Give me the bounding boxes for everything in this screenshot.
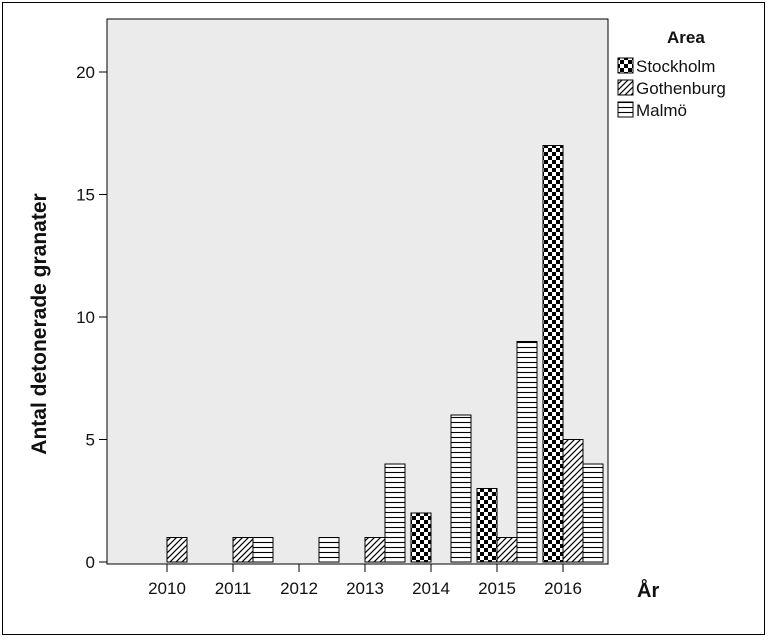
legend-swatch-stockholm (617, 57, 634, 74)
bar-stockholm-2016 (542, 145, 564, 563)
legend-label-malm: Malmö (636, 101, 687, 120)
bar-gothenburg-2016 (562, 439, 584, 563)
legend-swatch-malm (617, 101, 634, 118)
y-axis-title: Antal detonerade granater (28, 193, 51, 454)
bar-gothenburg-2010 (166, 537, 188, 563)
bar-gothenburg-2011 (232, 537, 254, 563)
x-tick-label-2016: 2016 (544, 579, 582, 598)
bar-malm-2012 (318, 537, 340, 563)
legend-swatch-gothenburg (617, 79, 634, 96)
y-axis: 0 5 10 15 20 (76, 63, 107, 572)
bar-malm-2013 (384, 463, 406, 563)
bar-gothenburg-2015 (496, 537, 518, 563)
x-tick-label-2011: 2011 (215, 579, 252, 598)
legend: Area Stockholm Gothenburg Malmö (617, 28, 726, 120)
x-axis: 2010 2011 2012 2013 2014 2015 2016 (148, 564, 582, 598)
x-tick-label-2015: 2015 (478, 579, 516, 598)
x-tick-label-2010: 2010 (148, 579, 186, 598)
y-tick-label-10: 10 (76, 308, 95, 327)
y-tick-label-15: 15 (76, 186, 95, 205)
x-tick-label-2013: 2013 (346, 579, 384, 598)
bar-stockholm-2014 (410, 512, 432, 563)
x-tick-label-2012: 2012 (280, 579, 318, 598)
x-tick-label-2014: 2014 (412, 579, 450, 598)
x-axis-title: År (637, 578, 659, 602)
bar-stockholm-2015 (476, 488, 498, 563)
bar-malm-2015 (516, 341, 538, 563)
bar-malm-2016 (582, 463, 604, 563)
legend-label-stockholm: Stockholm (636, 57, 715, 76)
y-tick-label-5: 5 (86, 431, 95, 450)
bar-gothenburg-2013 (364, 537, 386, 563)
bar-malm-2014 (450, 414, 472, 563)
bars-group (166, 145, 604, 563)
y-tick-label-0: 0 (86, 553, 95, 572)
legend-title: Area (667, 28, 705, 47)
y-tick-label-20: 20 (76, 63, 95, 82)
legend-label-gothenburg: Gothenburg (636, 79, 726, 98)
bar-malm-2011 (252, 537, 274, 563)
